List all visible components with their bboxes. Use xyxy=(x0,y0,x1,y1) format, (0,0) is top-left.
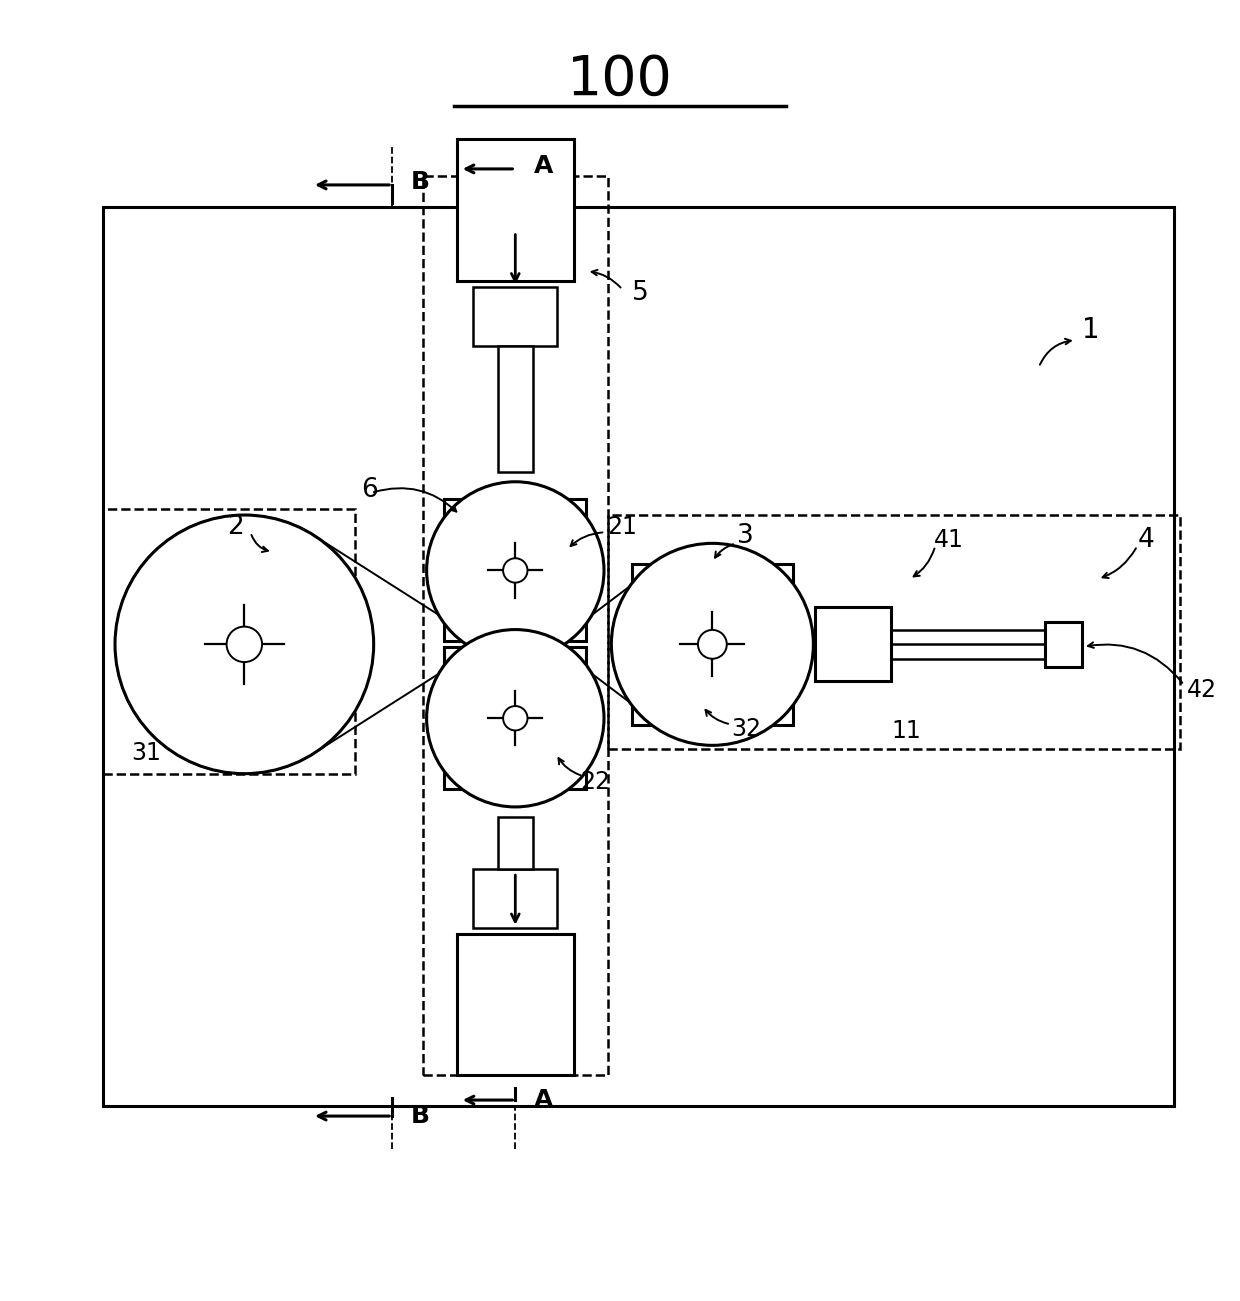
Text: 3: 3 xyxy=(737,523,754,549)
Text: 42: 42 xyxy=(1187,678,1216,703)
Bar xyxy=(498,346,532,472)
Text: 4: 4 xyxy=(1137,527,1154,553)
Text: 100: 100 xyxy=(567,53,673,107)
Bar xyxy=(474,869,557,928)
Circle shape xyxy=(611,544,813,745)
Bar xyxy=(423,177,608,1076)
Text: 31: 31 xyxy=(131,740,161,765)
Bar xyxy=(474,288,557,346)
Text: 5: 5 xyxy=(632,280,649,306)
Text: 2: 2 xyxy=(228,514,244,540)
Text: 1: 1 xyxy=(1081,316,1100,345)
Circle shape xyxy=(503,706,527,730)
Circle shape xyxy=(115,515,373,774)
Bar xyxy=(815,608,892,682)
Bar xyxy=(1045,622,1081,666)
Text: 11: 11 xyxy=(892,718,921,743)
Circle shape xyxy=(503,558,527,583)
Circle shape xyxy=(427,481,604,660)
Text: 32: 32 xyxy=(730,717,761,742)
Bar xyxy=(103,509,355,774)
Bar xyxy=(444,648,587,790)
Circle shape xyxy=(698,630,727,658)
Bar xyxy=(498,817,532,869)
Text: B: B xyxy=(410,170,429,194)
Text: 22: 22 xyxy=(580,770,610,795)
Text: 21: 21 xyxy=(608,515,637,540)
Bar xyxy=(631,563,794,725)
Circle shape xyxy=(427,630,604,807)
Text: 6: 6 xyxy=(361,477,378,503)
Text: 41: 41 xyxy=(934,528,963,552)
Text: B: B xyxy=(410,1105,429,1128)
Text: A: A xyxy=(533,155,553,178)
Bar xyxy=(444,500,587,641)
Text: A: A xyxy=(533,1088,553,1112)
Bar xyxy=(103,207,1174,1106)
Circle shape xyxy=(227,627,262,662)
Bar xyxy=(608,515,1180,749)
Bar xyxy=(456,139,574,281)
Bar xyxy=(456,934,574,1076)
